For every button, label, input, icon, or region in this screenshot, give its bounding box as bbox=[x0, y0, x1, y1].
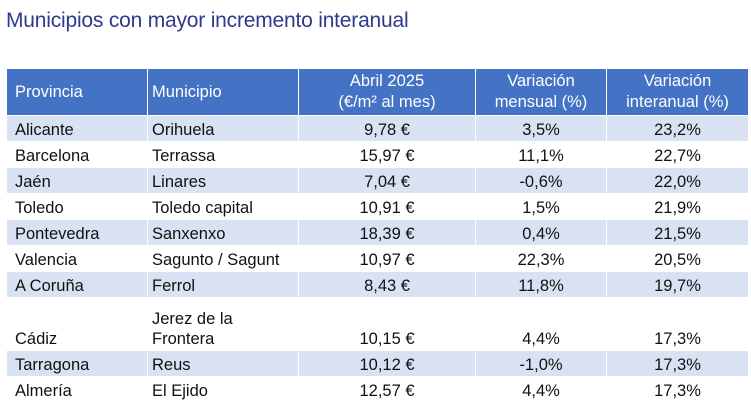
cell-precio: 10,91 € bbox=[298, 193, 476, 220]
cell-provincia: Barcelona bbox=[6, 141, 148, 168]
header-interanual: Variación interanual (%) bbox=[606, 68, 749, 116]
header-precio: Abril 2025 (€/m² al mes) bbox=[298, 68, 476, 116]
cell-precio: 10,12 € bbox=[298, 350, 476, 377]
cell-municipio-line1: Jerez de la bbox=[152, 310, 233, 328]
cell-provincia: Cádiz bbox=[6, 297, 148, 351]
cell-precio: 15,97 € bbox=[298, 141, 476, 168]
table-row: Valencia Sagunto / Sagunt 10,97 € 22,3% … bbox=[6, 245, 749, 272]
cell-mensual-negative: -0,6% bbox=[475, 167, 607, 194]
header-interanual-line2: interanual (%) bbox=[626, 93, 729, 111]
cell-precio: 8,43 € bbox=[298, 271, 476, 298]
cell-municipio: Reus bbox=[147, 350, 299, 377]
cell-mensual: 22,3% bbox=[475, 245, 607, 272]
header-municipio-label: Municipio bbox=[152, 82, 222, 101]
cell-municipio: Linares bbox=[147, 167, 299, 194]
table-row: Cádiz Jerez de la Frontera 10,15 € 4,4% 1… bbox=[6, 297, 749, 351]
cell-interanual: 23,2% bbox=[606, 115, 749, 142]
cell-precio: 7,04 € bbox=[298, 167, 476, 194]
cell-mensual: 3,5% bbox=[475, 115, 607, 142]
table-row: Tarragona Reus 10,12 € -1,0% 17,3% bbox=[6, 350, 749, 377]
header-mensual-line2: mensual (%) bbox=[494, 93, 588, 111]
header-provincia-label: Provincia bbox=[15, 82, 83, 101]
header-interanual-line1: Variación bbox=[643, 72, 712, 90]
cell-interanual: 21,5% bbox=[606, 219, 749, 246]
cell-precio: 10,15 € bbox=[298, 297, 476, 351]
cell-municipio: Terrassa bbox=[147, 141, 299, 168]
table-row: A Coruña Ferrol 8,43 € 11,8% 19,7% bbox=[6, 271, 749, 298]
cell-interanual: 17,3% bbox=[606, 297, 749, 351]
cell-provincia: Alicante bbox=[6, 115, 148, 142]
cell-mensual: 4,4% bbox=[475, 376, 607, 403]
cell-provincia: Valencia bbox=[6, 245, 148, 272]
cell-mensual: 4,4% bbox=[475, 297, 607, 351]
cell-municipio-line2: Frontera bbox=[152, 330, 215, 348]
page-title: Municipios con mayor incremento interanu… bbox=[6, 9, 409, 32]
cell-provincia: Pontevedra bbox=[6, 219, 148, 246]
cell-provincia: Toledo bbox=[6, 193, 148, 220]
cell-interanual: 22,0% bbox=[606, 167, 749, 194]
header-provincia: Provincia bbox=[6, 68, 148, 116]
cell-provincia: Jaén bbox=[6, 167, 148, 194]
cell-precio: 10,97 € bbox=[298, 245, 476, 272]
header-precio-line1: Abril 2025 bbox=[349, 72, 425, 90]
cell-mensual: 1,5% bbox=[475, 193, 607, 220]
header-row: Provincia Municipio Abril 2025 (€/m² al m… bbox=[6, 68, 749, 116]
cell-provincia: Almería bbox=[6, 376, 148, 403]
table-row: Almería El Ejido 12,57 € 4,4% 17,3% bbox=[6, 376, 749, 403]
table-row: Pontevedra Sanxenxo 18,39 € 0,4% 21,5% bbox=[6, 219, 749, 246]
table-row: Barcelona Terrassa 15,97 € 11,1% 22,7% bbox=[6, 141, 749, 168]
cell-mensual: 0,4% bbox=[475, 219, 607, 246]
header-precio-line2: (€/m² al mes) bbox=[338, 93, 436, 111]
table-row: Toledo Toledo capital 10,91 € 1,5% 21,9% bbox=[6, 193, 749, 220]
cell-interanual: 21,9% bbox=[606, 193, 749, 220]
cell-municipio: Toledo capital bbox=[147, 193, 299, 220]
header-mensual: Variación mensual (%) bbox=[475, 68, 607, 116]
cell-provincia: Tarragona bbox=[6, 350, 148, 377]
cell-mensual: 11,8% bbox=[475, 271, 607, 298]
cell-mensual: 11,1% bbox=[475, 141, 607, 168]
cell-municipio: Orihuela bbox=[147, 115, 299, 142]
cell-provincia: A Coruña bbox=[6, 271, 148, 298]
cell-interanual: 17,3% bbox=[606, 350, 749, 377]
cell-precio: 9,78 € bbox=[298, 115, 476, 142]
cell-interanual: 20,5% bbox=[606, 245, 749, 272]
cell-interanual: 22,7% bbox=[606, 141, 749, 168]
municipalities-table: Provincia Municipio Abril 2025 (€/m² al m… bbox=[6, 68, 749, 403]
header-municipio: Municipio bbox=[147, 68, 299, 116]
table-row: Jaén Linares 7,04 € -0,6% 22,0% bbox=[6, 167, 749, 194]
cell-municipio: El Ejido bbox=[147, 376, 299, 403]
cell-precio: 12,57 € bbox=[298, 376, 476, 403]
table-row: Alicante Orihuela 9,78 € 3,5% 23,2% bbox=[6, 115, 749, 142]
cell-interanual: 17,3% bbox=[606, 376, 749, 403]
cell-municipio: Ferrol bbox=[147, 271, 299, 298]
cell-municipio: Sanxenxo bbox=[147, 219, 299, 246]
cell-precio: 18,39 € bbox=[298, 219, 476, 246]
cell-municipio: Sagunto / Sagunt bbox=[147, 245, 299, 272]
cell-mensual-negative: -1,0% bbox=[475, 350, 607, 377]
cell-municipio: Jerez de la Frontera bbox=[147, 297, 299, 351]
header-mensual-line1: Variación bbox=[507, 72, 575, 90]
cell-interanual: 19,7% bbox=[606, 271, 749, 298]
